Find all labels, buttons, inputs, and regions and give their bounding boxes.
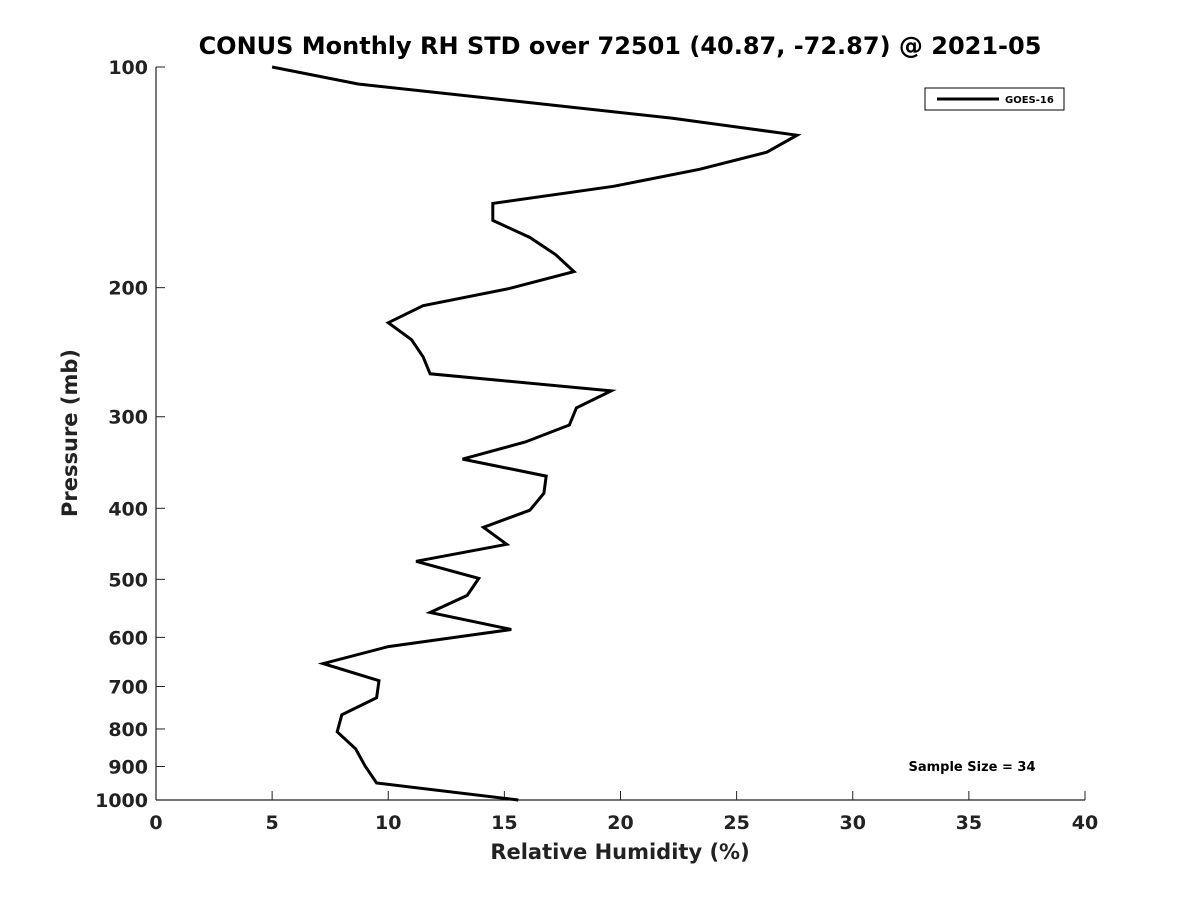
y-tick-label: 900 [108,756,148,778]
x-tick-label: 15 [491,812,517,834]
x-tick-label: 25 [723,812,749,834]
x-tick-label: 40 [1072,812,1098,834]
y-tick-label: 500 [108,569,148,591]
series-line-goes-16 [271,65,802,802]
y-tick-label: 1000 [95,790,148,812]
y-axis-ticks: 100 200 300 400 500 600 700 800 900 1000 [95,57,165,812]
legend: GOES-16 [924,87,1065,111]
y-tick-label: 200 [108,278,148,300]
x-tick-label: 20 [607,812,633,834]
x-tick-label: 30 [840,812,866,834]
y-axis-label: Pressure (mb) [58,349,82,517]
y-tick-label: 100 [108,57,148,79]
series-group [271,65,802,802]
y-tick-label: 700 [108,676,148,698]
legend-label-goes-16: GOES-16 [1005,95,1054,106]
x-tick-label: 0 [149,812,162,834]
x-tick-label: 5 [266,812,279,834]
y-tick-label: 800 [108,719,148,741]
y-tick-label: 300 [108,407,148,429]
x-tick-label: 35 [956,812,982,834]
x-tick-label: 10 [375,812,401,834]
chart-title: CONUS Monthly RH STD over 72501 (40.87, … [199,32,1042,60]
sample-size-annotation: Sample Size = 34 [908,760,1035,775]
axes [155,67,1085,801]
y-tick-label: 400 [108,498,148,520]
x-axis-ticks: 0 5 10 15 20 25 30 35 40 [149,791,1098,834]
y-tick-label: 600 [108,627,148,649]
x-axis-label: Relative Humidity (%) [490,840,749,864]
